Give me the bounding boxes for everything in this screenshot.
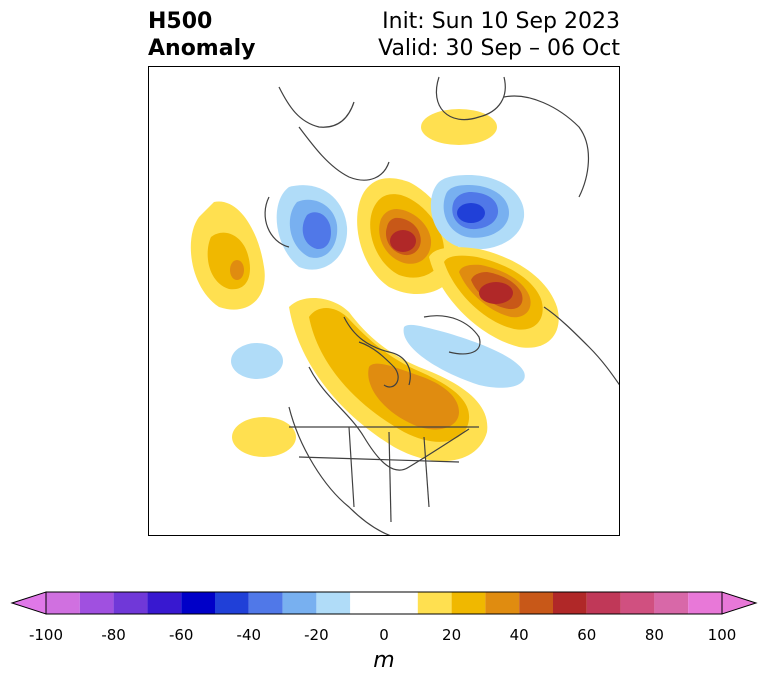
anomaly-east-pacific-trough [231, 343, 283, 379]
colorbar [10, 591, 758, 615]
colorbar-tick-label: 60 [577, 626, 597, 644]
anomaly-map [148, 66, 620, 536]
colorbar-under-arrow [10, 591, 47, 615]
colorbar-outline [45, 591, 723, 615]
anomaly-scandinavia-ridge [429, 247, 559, 348]
colorbar-tick-label: 80 [644, 626, 664, 644]
colorbar-segment [519, 592, 553, 614]
anomaly-subtropical-pacific-ridge [232, 417, 296, 457]
colorbar-tick-label: 100 [707, 626, 737, 644]
title-field: Anomaly [148, 36, 256, 61]
anomaly-siberia-ridge [421, 109, 497, 145]
colorbar-segment [417, 592, 452, 614]
colorbar-segment [79, 592, 114, 614]
colorbar-tick-label: 0 [379, 626, 389, 644]
colorbar-tick-label: 20 [442, 626, 462, 644]
valid-date: Valid: 30 Sep – 06 Oct [378, 36, 620, 61]
map-dates: Init: Sun 10 Sep 2023 Valid: 30 Sep – 06… [378, 8, 620, 62]
colorbar-unit: m [373, 648, 395, 673]
colorbar-segment [451, 592, 486, 614]
colorbar-segment [654, 592, 689, 614]
colorbar-segment [485, 592, 520, 614]
title-variable: H500 [148, 9, 213, 34]
colorbar-segment [688, 592, 722, 614]
colorbar-tick-label: -100 [28, 626, 64, 644]
colorbar-segment [248, 592, 283, 614]
anomaly-north-atlantic-trough [403, 324, 525, 388]
colorbar-segment [586, 592, 621, 614]
colorbar-segments [46, 592, 722, 614]
colorbar-tick-label: -60 [168, 626, 194, 644]
colorbar-tick-label: -20 [304, 626, 329, 644]
colorbar-segment [215, 592, 249, 614]
colorbar-segment [350, 592, 418, 614]
anomaly-north-pacific-ridge [190, 201, 265, 310]
colorbar-segment [46, 592, 80, 614]
colorbar-tick-label: -80 [101, 626, 126, 644]
map-canvas [190, 76, 619, 535]
colorbar-segment [620, 592, 655, 614]
colorbar-tick-label: 40 [509, 626, 529, 644]
colorbar-segment [553, 592, 587, 614]
colorbar-segment [147, 592, 182, 614]
anomaly-barents-trough [430, 175, 525, 250]
init-date: Init: Sun 10 Sep 2023 [382, 9, 620, 34]
colorbar-segment [316, 592, 351, 614]
colorbar-segment [113, 592, 148, 614]
colorbar-tick-label: -40 [236, 626, 262, 644]
colorbar-segment [181, 592, 215, 614]
colorbar-over-arrow [721, 591, 758, 615]
anomaly-alaska-trough [276, 185, 348, 270]
map-title: H500 Anomaly [148, 8, 255, 62]
colorbar-segment [282, 592, 317, 614]
coastlines [264, 76, 619, 535]
anomaly-canada-ridge [289, 297, 488, 462]
